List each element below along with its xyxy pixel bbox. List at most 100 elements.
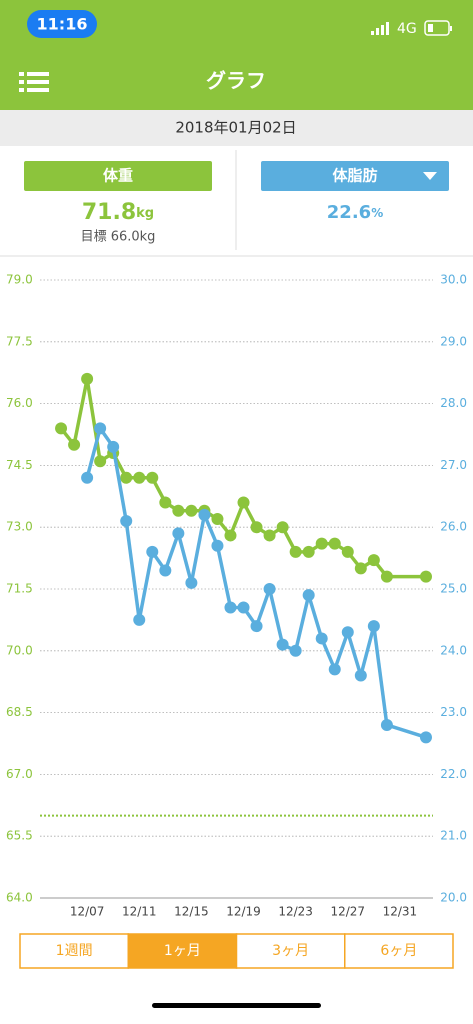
data-point [380,570,393,583]
data-point [81,471,94,484]
body-fat-button[interactable] [261,161,449,191]
x-tick-label: 12/11 [122,905,157,919]
data-point [94,455,107,468]
data-point [159,496,172,509]
data-point [224,529,237,542]
series-segment [124,520,141,621]
data-point [107,440,120,453]
body-fat-label: 体脂肪 [332,167,377,185]
data-point [354,669,367,682]
data-point [367,620,380,633]
y2-tick-label: 26.0 [440,520,467,534]
data-point [302,545,315,558]
y-tick-label: 68.5 [6,705,33,719]
series-segment [307,594,324,639]
data-point [211,539,224,552]
x-tick-label: 12/31 [383,905,418,919]
body-fat-value: 22.6% [327,202,383,223]
y2-tick-label: 28.0 [440,396,467,410]
x-tick-label: 12/15 [174,905,209,919]
tab-label: 1週間 [56,943,93,959]
data-point [120,471,133,484]
signal-icon [371,22,389,35]
data-point [250,521,263,534]
series-segment [359,625,376,676]
y2-tick-label: 27.0 [440,458,467,472]
weight-target: 目標 66.0kg [81,230,156,245]
data-point [289,644,302,657]
body-fat-number: 22.6 [327,202,371,223]
data-point [276,521,289,534]
data-point [302,589,315,602]
weight-label: 体重 [103,167,133,185]
weight-value: 71.8kg [82,200,154,225]
date: 2018年01月02日 [175,119,296,137]
weight-button[interactable] [24,161,212,191]
y2-tick-label: 24.0 [440,643,467,657]
data-point [289,545,302,558]
chart: 64.0 65.5 67.0 68.5 70.0 71.5 73.0 74.5 76.0 77.5… [6,273,467,919]
data-point [120,515,133,528]
data-point [263,583,276,595]
y-tick-label: 77.5 [6,334,33,348]
tab[interactable] [344,933,454,969]
series-segment [189,514,207,584]
data-point [133,613,146,626]
time-pill [27,10,97,38]
tab-label: 1ヶ月 [164,943,201,959]
y-tick-label: 73.0 [6,520,33,534]
series-segment [137,551,155,621]
x-tick-label: 12/19 [226,905,261,919]
series-segment [267,588,285,646]
data-point [354,562,367,575]
tab[interactable] [235,933,346,969]
data-point [224,601,237,614]
weight-number: 71.8 [82,200,136,225]
y-tick-label: 67.0 [6,767,33,781]
data-point [328,537,341,550]
dropdown-arrow [423,172,437,180]
series-segment [293,594,311,652]
data-point [185,576,198,589]
series-segment [176,532,194,584]
data-point [276,638,289,651]
data-point [159,564,172,577]
series-segment [72,378,89,446]
y-tick-label: 79.0 [6,273,33,287]
data-point [55,422,68,435]
data-point [68,438,81,451]
network: 4G [397,21,417,37]
data-point [315,632,328,645]
y2-tick-label: 30.0 [440,273,467,287]
page-title: グラフ [206,69,266,93]
tab[interactable] [19,933,129,969]
y2-tick-label: 25.0 [440,582,467,596]
data-point [81,372,94,385]
body-fat-unit: % [371,206,383,220]
home-indicator [152,1003,321,1008]
data-point [328,663,341,676]
x-tick-label: 12/23 [278,905,313,919]
data-point [367,554,380,567]
y2-tick-label: 20.0 [440,891,467,905]
tab-label: 3ヶ月 [272,943,309,959]
menu-button[interactable] [19,72,49,92]
data-point [341,545,354,558]
series-segment [333,631,350,670]
weight-unit: kg [136,206,154,221]
data-point [263,529,276,542]
y-tick-label: 74.5 [6,458,33,472]
series-segment [254,588,272,627]
y-tick-label: 71.5 [6,582,33,596]
series-segment [346,631,363,677]
tab[interactable] [127,933,238,969]
data-point [419,731,432,744]
data-point [94,422,107,435]
series-segment [215,545,233,608]
y2-tick-label: 23.0 [440,705,467,719]
y-tick-label: 65.5 [6,829,33,843]
tab-label: 6ヶ月 [380,943,417,959]
data-point [315,537,328,550]
y-tick-label: 76.0 [6,396,33,410]
data-point [237,601,250,614]
